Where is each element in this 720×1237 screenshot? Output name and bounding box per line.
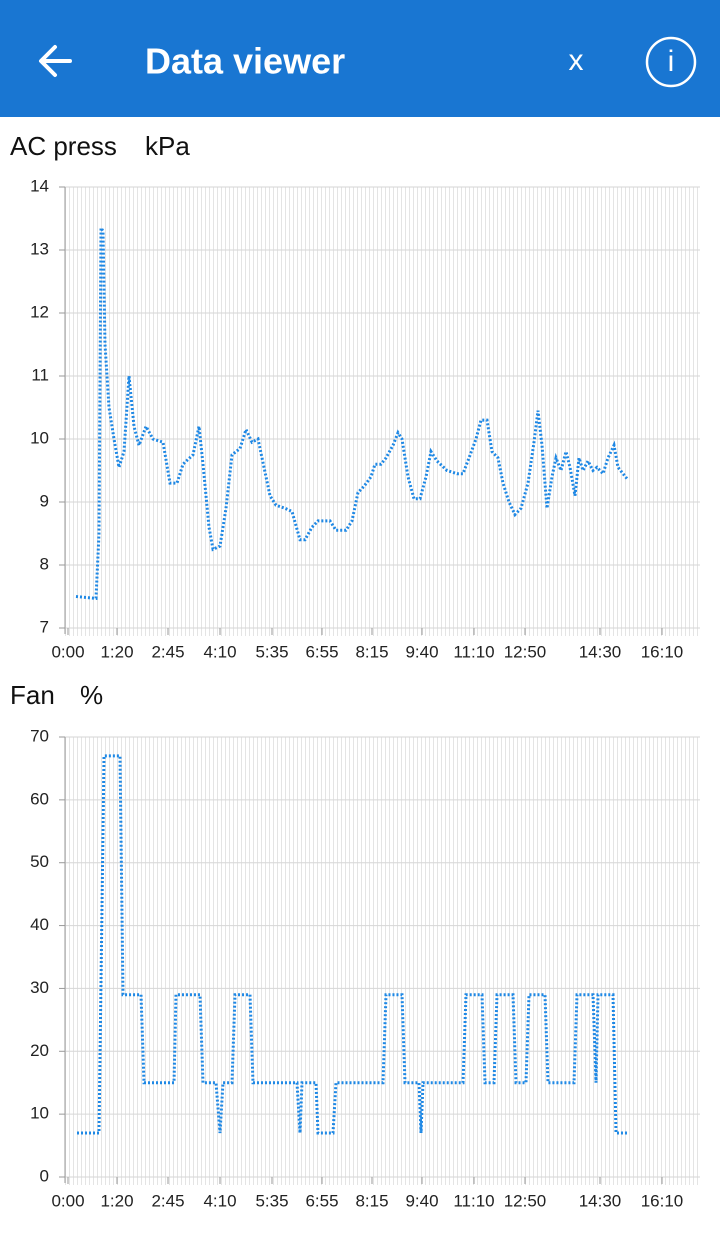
x-tick-label: 12:50 [504, 1191, 547, 1210]
y-tick-label: 60 [30, 789, 49, 808]
info-icon: i [668, 45, 675, 78]
x-tick-label: 0:00 [51, 1191, 84, 1210]
x-tick-label: 8:15 [355, 642, 388, 661]
x-tick-label: 14:30 [579, 642, 622, 661]
back-button[interactable] [39, 45, 72, 77]
info-button[interactable]: i [645, 36, 697, 88]
y-tick-label: 14 [30, 176, 49, 195]
y-tick-label: 10 [30, 1104, 49, 1123]
x-tick-label: 2:45 [151, 642, 184, 661]
chart-unit: % [80, 680, 103, 710]
app-bar [0, 0, 720, 117]
x-tick-label: 6:55 [305, 1191, 338, 1210]
app-title: Data viewer [145, 41, 345, 82]
chart-title: Fan [10, 680, 55, 710]
chart-title: AC press [10, 131, 117, 161]
x-tick-label: 2:45 [151, 1191, 184, 1210]
y-tick-label: 12 [30, 302, 49, 321]
y-tick-label: 13 [30, 239, 49, 258]
y-tick-label: 9 [40, 491, 49, 510]
chart: AC press kPa 7 8 9 10 11 12 13 14 0:00 1:20 2:45 4:10… [10, 131, 700, 661]
x-tick-label: 16:10 [641, 1191, 684, 1210]
minor-grid [65, 737, 700, 1185]
y-tick-label: 20 [30, 1041, 49, 1060]
y-tick-label: 8 [40, 554, 49, 573]
close-button[interactable]: x [569, 44, 584, 77]
y-tick-label: 40 [30, 915, 49, 934]
x-tick-label: 6:55 [305, 642, 338, 661]
x-tick-label: 5:35 [255, 642, 288, 661]
chart: Fan % 0 10 20 30 40 50 60 70 0:00 1:20 2:45 4:10 5:35 6… [10, 680, 700, 1210]
y-tick-label: 7 [40, 617, 49, 636]
x-tick-label: 11:10 [453, 642, 494, 661]
x-tick-label: 8:15 [355, 1191, 388, 1210]
x-tick-label: 16:10 [641, 642, 684, 661]
y-tick-label: 70 [30, 726, 49, 745]
y-tick-label: 30 [30, 978, 49, 997]
info-circle [645, 36, 697, 88]
x-tick-label: 11:10 [453, 1191, 494, 1210]
minor-grid [65, 187, 700, 636]
y-tick-label: 11 [31, 365, 49, 384]
x-tick-label: 4:10 [203, 642, 236, 661]
x-tick-label: 12:50 [504, 642, 547, 661]
x-tick-label: 4:10 [203, 1191, 236, 1210]
y-tick-label: 10 [30, 428, 49, 447]
x-tick-label: 1:20 [100, 1191, 133, 1210]
data-line [77, 754, 628, 1135]
x-tick-label: 9:40 [405, 1191, 438, 1210]
x-tick-label: 5:35 [255, 1191, 288, 1210]
chart-unit: kPa [145, 131, 190, 161]
x-tick-label: 1:20 [100, 642, 133, 661]
data-line [75, 222, 630, 601]
back-arrow [39, 45, 72, 77]
x-tick-label: 14:30 [579, 1191, 622, 1210]
x-tick-label: 0:00 [51, 642, 84, 661]
y-tick-label: 0 [40, 1166, 49, 1185]
y-tick-label: 50 [30, 852, 49, 871]
x-tick-label: 9:40 [405, 642, 438, 661]
